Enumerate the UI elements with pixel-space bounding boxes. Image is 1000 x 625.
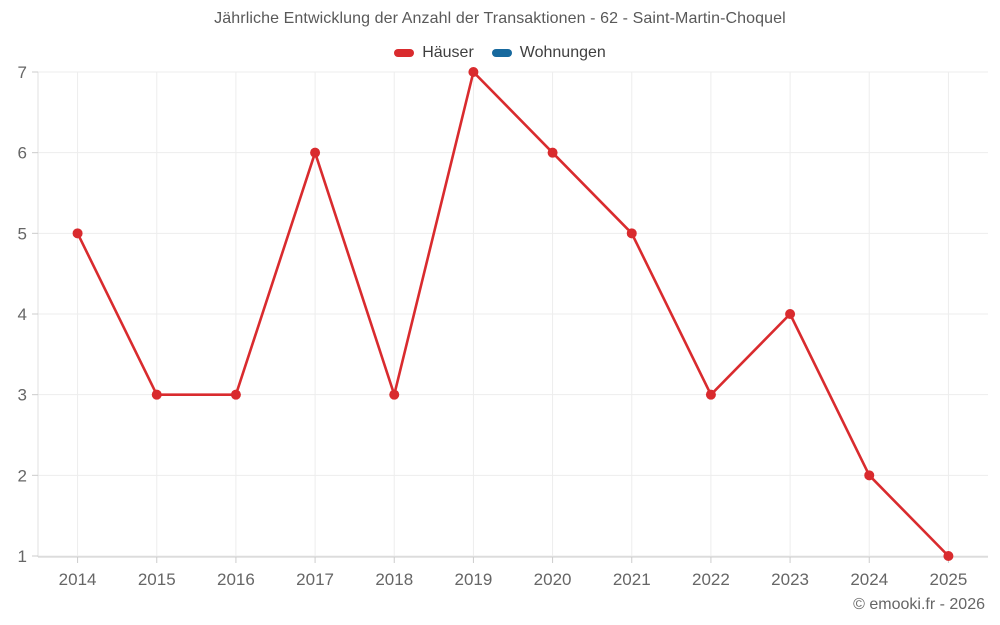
data-point-2024[interactable] xyxy=(864,470,875,481)
x-tick-label-2016: 2016 xyxy=(217,570,255,589)
y-tick-label-2: 2 xyxy=(18,466,27,485)
x-tick-label-2018: 2018 xyxy=(375,570,413,589)
data-point-2021[interactable] xyxy=(626,228,637,239)
legend-swatch-wohnungen-icon xyxy=(491,49,512,57)
chart-title: Jährliche Entwicklung der Anzahl der Tra… xyxy=(214,10,786,27)
x-tick-label-2022: 2022 xyxy=(692,570,730,589)
data-point-2019[interactable] xyxy=(468,67,479,77)
x-tick-label-2021: 2021 xyxy=(613,570,651,589)
x-tick-label-2024: 2024 xyxy=(850,570,888,589)
y-tick-label-5: 5 xyxy=(18,224,27,243)
legend-label-wohnungen: Wohnungen xyxy=(519,44,606,61)
series-line-häuser xyxy=(76,70,950,558)
data-point-2017[interactable] xyxy=(310,147,321,158)
legend-swatch-haeuser-icon xyxy=(394,49,415,57)
y-tick-label-4: 4 xyxy=(18,305,27,324)
y-tick-label-3: 3 xyxy=(18,386,27,405)
data-point-2022[interactable] xyxy=(705,389,716,400)
copyright: © emooki.fr - 2026 xyxy=(853,596,985,613)
data-point-2015[interactable] xyxy=(151,389,162,400)
x-tick-label-2017: 2017 xyxy=(296,570,334,589)
y-tick-label-1: 1 xyxy=(18,547,27,566)
data-point-2014[interactable] xyxy=(72,228,83,239)
x-tick-label-2025: 2025 xyxy=(930,570,968,589)
legend-label-haeuser: Häuser xyxy=(422,44,474,61)
y-tick-label-6: 6 xyxy=(18,144,27,163)
y-tick-label-7: 7 xyxy=(18,63,27,82)
x-tick-label-2020: 2020 xyxy=(534,570,572,589)
legend-item-haeuser[interactable]: Häuser xyxy=(394,44,474,62)
data-point-2023[interactable] xyxy=(785,309,796,319)
x-tick-label-2019: 2019 xyxy=(455,570,493,589)
x-tick-label-2023: 2023 xyxy=(771,570,809,589)
x-tick-label-2015: 2015 xyxy=(138,570,176,589)
legend: Häuser Wohnungen xyxy=(0,44,1000,62)
data-point-2020[interactable] xyxy=(547,147,558,158)
x-tick-label-2014: 2014 xyxy=(59,570,97,589)
data-point-2016[interactable] xyxy=(230,389,241,400)
data-point-2018[interactable] xyxy=(389,389,400,400)
legend-item-wohnungen[interactable]: Wohnungen xyxy=(491,44,606,62)
data-point-2025[interactable] xyxy=(943,551,954,561)
